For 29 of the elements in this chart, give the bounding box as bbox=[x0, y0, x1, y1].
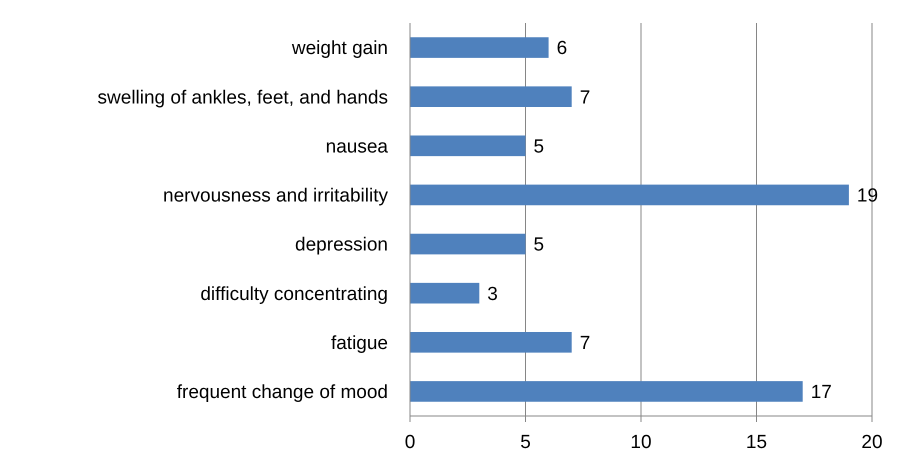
y-tick-label: fatigue bbox=[330, 332, 388, 354]
data-label: 6 bbox=[556, 38, 568, 60]
y-tick-label: depression bbox=[295, 234, 388, 256]
bar bbox=[410, 234, 526, 254]
bar bbox=[410, 282, 480, 304]
y-tick-label: frequent change of mood bbox=[176, 382, 388, 404]
x-tick-label: 20 bbox=[861, 432, 883, 453]
y-tick-label: nervousness and irritability bbox=[163, 186, 388, 207]
data-label: 7 bbox=[580, 87, 590, 108]
bar bbox=[410, 86, 572, 108]
bar bbox=[410, 37, 549, 58]
y-tick-label: nausea bbox=[326, 136, 388, 158]
x-tick-label: 15 bbox=[746, 432, 768, 453]
bar bbox=[410, 332, 572, 353]
y-tick-label: swelling of ankles, feet, and hands bbox=[98, 87, 388, 108]
y-tick-label: difficulty concentrating bbox=[200, 284, 388, 305]
data-label: 5 bbox=[534, 234, 544, 256]
bar bbox=[410, 184, 849, 206]
y-tick-label: weight gain bbox=[290, 38, 388, 60]
data-label: 19 bbox=[856, 186, 878, 207]
data-label: 5 bbox=[534, 136, 544, 158]
data-label: 3 bbox=[487, 284, 498, 305]
bar bbox=[410, 381, 803, 402]
data-label: 7 bbox=[580, 332, 590, 354]
data-label: 17 bbox=[810, 382, 832, 404]
bar bbox=[410, 135, 526, 156]
x-tick-label: 5 bbox=[520, 432, 531, 453]
x-tick-label: 10 bbox=[630, 432, 652, 453]
x-tick-label: 0 bbox=[404, 432, 416, 453]
